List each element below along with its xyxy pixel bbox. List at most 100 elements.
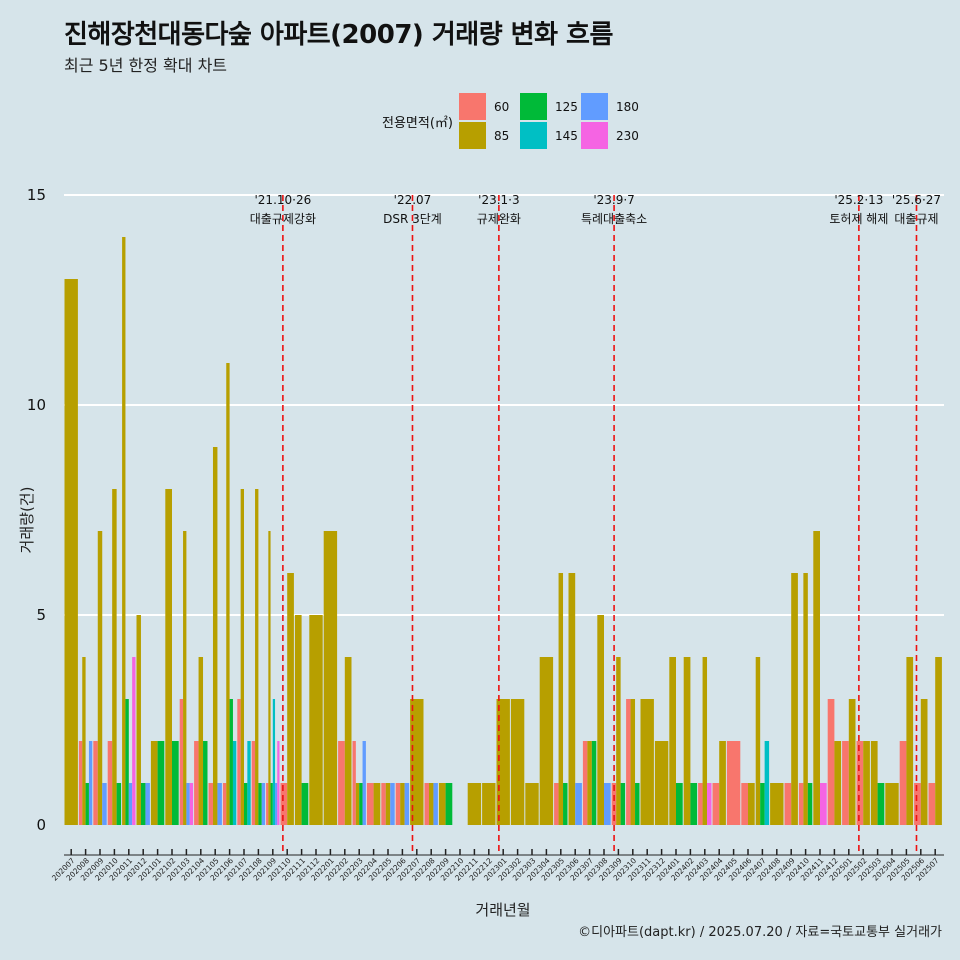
bar [803, 573, 808, 825]
bar [920, 699, 928, 825]
y-tick-label: 15 [27, 186, 46, 204]
bar [355, 783, 360, 825]
bar [630, 699, 636, 825]
bar [172, 741, 179, 825]
legend-label: 60 [494, 100, 509, 114]
bar [247, 741, 251, 825]
bar [554, 783, 559, 825]
bar [525, 783, 539, 825]
bar [272, 699, 276, 825]
bar [906, 657, 914, 825]
bar [277, 741, 280, 825]
bar [362, 741, 366, 825]
bar [280, 783, 288, 825]
bar [702, 657, 708, 825]
bar [707, 783, 712, 825]
bar [445, 783, 453, 825]
bar [309, 615, 323, 825]
bar [275, 783, 278, 825]
bar [255, 489, 259, 825]
bar [352, 741, 356, 825]
bar [226, 363, 230, 825]
bar [93, 741, 98, 825]
bar [928, 783, 936, 825]
bar [212, 447, 218, 825]
bar [827, 699, 835, 825]
bar [764, 741, 770, 825]
bar [510, 699, 525, 825]
bar [102, 783, 107, 825]
bar [78, 741, 83, 825]
legend-key [581, 122, 608, 149]
bar [741, 783, 748, 825]
bar [157, 741, 165, 825]
bar [597, 615, 604, 825]
bar [604, 783, 611, 825]
bar [240, 489, 244, 825]
x-axis: 2020072020082020092020102020112020122021… [50, 849, 944, 883]
bar [410, 699, 424, 825]
bar [359, 783, 363, 825]
bar [385, 783, 391, 825]
bar [784, 783, 792, 825]
bar [575, 783, 582, 825]
bar [251, 741, 256, 825]
legend-title: 전용면적(㎡) [382, 116, 453, 131]
bar [635, 783, 640, 825]
legend-key [581, 93, 608, 120]
event-date: '25.2·13 [834, 193, 883, 207]
legend-label: 125 [555, 100, 578, 114]
event-lines: '21.10·26 대출규제강화 '22.07 DSR 3단계 '23.1·3 규제완화 '… [250, 193, 941, 855]
bar [654, 741, 669, 825]
caption: ©디아파트(dapt.kr) / 2025.07.20 / 자료=국토교통부 실… [578, 925, 942, 940]
chart-title: 진해장천대동다숲 아파트(2007) 거래량 변화 흐름 [64, 20, 613, 50]
bar [116, 783, 122, 825]
y-axis-label: 거래량(건) [18, 487, 36, 554]
bar [935, 657, 942, 825]
bar [140, 783, 146, 825]
bar [611, 783, 617, 825]
bar [237, 699, 241, 825]
bar [222, 783, 227, 825]
bar [366, 783, 374, 825]
bar [698, 783, 703, 825]
bar [719, 741, 726, 825]
y-tick-label: 10 [27, 396, 46, 414]
bar [885, 783, 899, 825]
bar [856, 741, 864, 825]
bar [863, 741, 870, 825]
legend-label: 230 [616, 129, 639, 143]
bar [136, 615, 141, 825]
event-label: DSR 3단계 [383, 212, 442, 226]
bar [834, 741, 842, 825]
grid-lines [64, 194, 944, 616]
event-label: 대출규제 [894, 212, 938, 226]
bar [373, 783, 381, 825]
bar [582, 741, 588, 825]
bar [186, 783, 190, 825]
legend-key [520, 122, 547, 149]
bar [381, 783, 386, 825]
bar [400, 783, 405, 825]
bar [626, 699, 631, 825]
bar [404, 783, 410, 825]
bar [683, 657, 691, 825]
bar [323, 531, 338, 825]
y-tick-label: 0 [36, 816, 46, 834]
bar [344, 657, 352, 825]
bar [132, 657, 136, 825]
bar [112, 489, 117, 825]
bar [268, 531, 271, 825]
bar [217, 783, 222, 825]
bar [669, 657, 676, 825]
legend-label: 85 [494, 129, 509, 143]
bar [726, 741, 741, 825]
y-tick-label: 5 [36, 606, 46, 624]
bar [261, 783, 266, 825]
event-date: '23.1·3 [478, 193, 519, 207]
bar [587, 741, 592, 825]
event-date: '25.6·27 [892, 193, 941, 207]
legend-label: 145 [555, 129, 578, 143]
bar [229, 699, 233, 825]
